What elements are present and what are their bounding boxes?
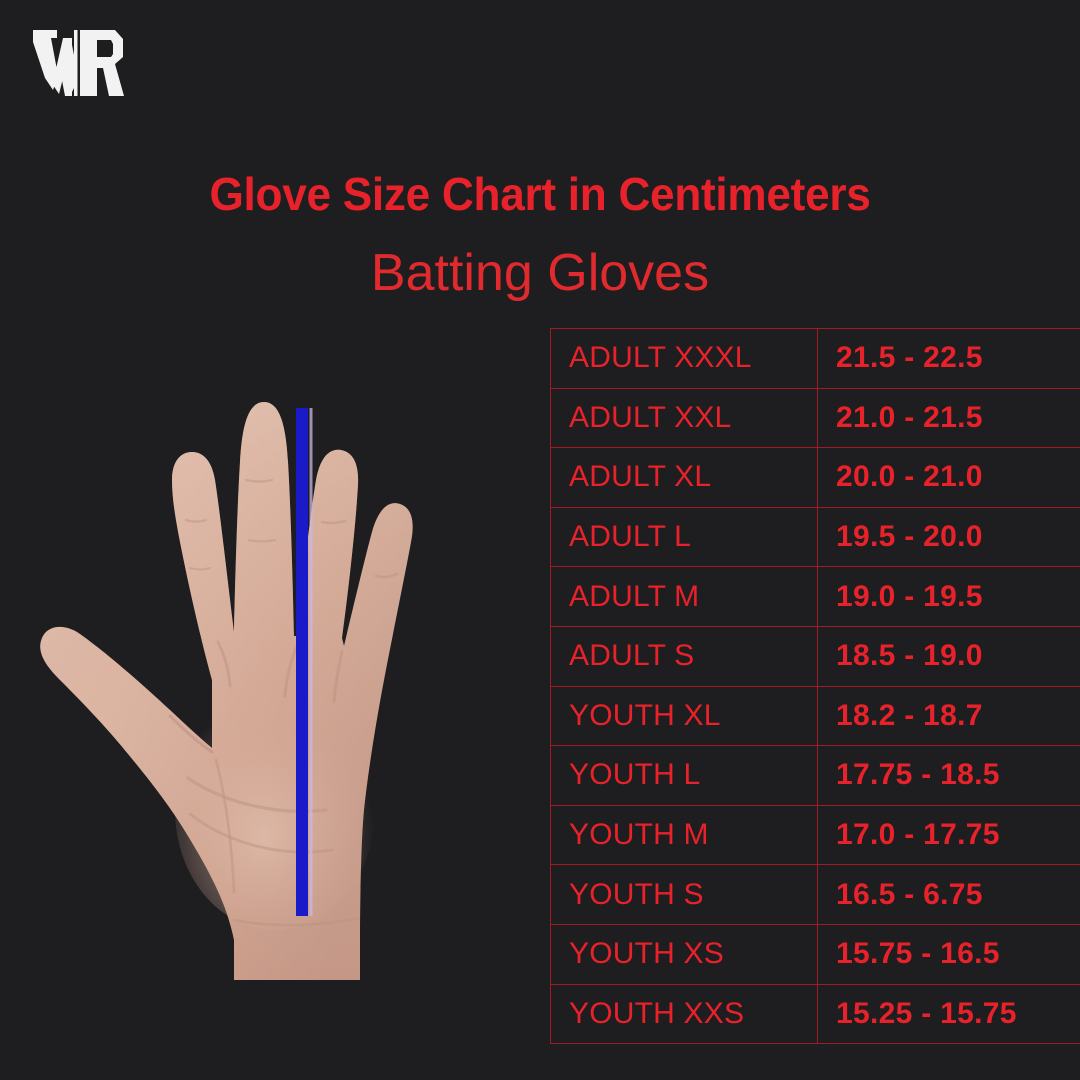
- size-label: YOUTH S: [550, 864, 818, 925]
- size-label: YOUTH XXS: [550, 983, 818, 1045]
- table-row: YOUTH XXS 15.25 - 15.75: [550, 983, 1080, 1045]
- size-label: ADULT L: [550, 506, 818, 568]
- size-label: ADULT M: [550, 566, 818, 627]
- size-label: ADULT S: [550, 625, 818, 687]
- hand-illustration: [20, 380, 520, 1040]
- table-body: ADULT XXXL 21.5 - 22.5 ADULT XXL 21.0 - …: [550, 328, 1080, 1045]
- glove-size-table: ADULT XXXL 21.5 - 22.5 ADULT XXL 21.0 - …: [550, 328, 1080, 1045]
- table-row: YOUTH XS 15.75 - 16.5: [550, 923, 1080, 985]
- table-row: YOUTH L 17.75 - 18.5: [550, 745, 1080, 806]
- size-label: ADULT XXXL: [550, 328, 818, 389]
- page-title: Glove Size Chart in Centimeters: [209, 168, 871, 220]
- size-label: YOUTH XS: [550, 923, 818, 985]
- table-row: ADULT S 18.5 - 19.0: [550, 625, 1080, 687]
- hand-shape: [40, 402, 413, 980]
- open-palm-hand-icon: [40, 402, 413, 980]
- table-row: ADULT XXL 21.0 - 21.5: [550, 387, 1080, 449]
- table-row: YOUTH M 17.0 - 17.75: [550, 804, 1080, 866]
- size-range: 17.0 - 17.75: [817, 804, 1080, 866]
- size-range: 16.5 - 6.75: [817, 864, 1080, 925]
- size-range: 17.75 - 18.5: [817, 745, 1080, 806]
- size-label: YOUTH M: [550, 804, 818, 866]
- size-range: 21.5 - 22.5: [817, 328, 1080, 389]
- size-label: YOUTH XL: [550, 685, 818, 747]
- wr-logo: [27, 26, 129, 98]
- size-range: 15.75 - 16.5: [817, 923, 1080, 985]
- size-range: 21.0 - 21.5: [817, 387, 1080, 449]
- size-range: 15.25 - 15.75: [817, 983, 1080, 1045]
- wr-monogram-shield-icon: [33, 30, 124, 96]
- size-range: 20.0 - 21.0: [817, 447, 1080, 508]
- size-range: 18.2 - 18.7: [817, 685, 1080, 747]
- table-row: ADULT XL 20.0 - 21.0: [550, 447, 1080, 508]
- size-label: YOUTH L: [550, 745, 818, 806]
- table-row: YOUTH S 16.5 - 6.75: [550, 864, 1080, 925]
- table-row: YOUTH XL 18.2 - 18.7: [550, 685, 1080, 747]
- size-range: 19.5 - 20.0: [817, 506, 1080, 568]
- size-label: ADULT XL: [550, 447, 818, 508]
- size-range: 19.0 - 19.5: [817, 566, 1080, 627]
- table-row: ADULT M 19.0 - 19.5: [550, 566, 1080, 627]
- table-row: ADULT XXXL 21.5 - 22.5: [550, 328, 1080, 389]
- table-row: ADULT L 19.5 - 20.0: [550, 506, 1080, 568]
- page-subtitle: Batting Gloves: [370, 244, 710, 302]
- size-range: 18.5 - 19.0: [817, 625, 1080, 687]
- size-label: ADULT XXL: [550, 387, 818, 449]
